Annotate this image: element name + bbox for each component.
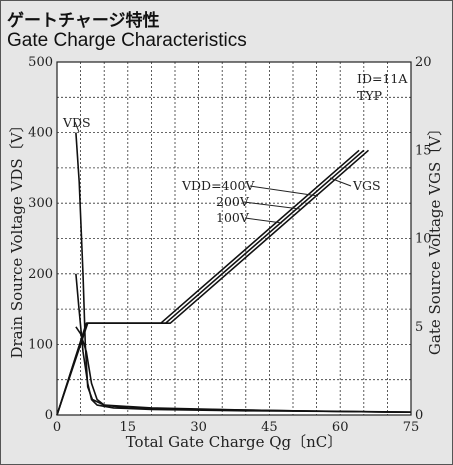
grid-lines	[57, 62, 411, 415]
condition-typ: TYP	[357, 88, 382, 103]
y-left-tick-label: 0	[45, 408, 53, 423]
x-tick-label: 15	[120, 420, 137, 435]
series-lines	[56, 132, 412, 416]
y-left-tick-label: 100	[28, 337, 53, 352]
plot-border	[56, 61, 412, 416]
series-line-vgs-2	[56, 149, 360, 416]
vdd-100-leader	[244, 217, 283, 224]
y-right-tick-label: 15	[415, 143, 432, 158]
vdd-400-label: VDD=400V	[181, 178, 255, 193]
y-left-tick-label: 400	[28, 126, 53, 141]
y-left-tick-label: 300	[28, 196, 53, 211]
y-axis-left-label: Drain Source Voltage VDS〔V〕	[8, 117, 26, 358]
chart-title-english: Gate Charge Characteristics	[7, 30, 247, 51]
x-tick-label: 30	[190, 420, 207, 435]
vds-curve-label: VDS	[62, 115, 91, 130]
x-axis-label: Total Gate Charge Qg〔nC〕	[126, 433, 343, 451]
vgs-curve-label: VGS	[352, 178, 381, 193]
vdd-400-leader	[249, 185, 319, 197]
y-left-tick-label: 200	[28, 267, 53, 282]
vgs-leader	[329, 177, 352, 187]
x-tick-label: 60	[332, 420, 349, 435]
y-right-tick-label: 5	[415, 320, 423, 335]
vdd-200-label: 200V	[216, 194, 250, 209]
vdd-200-leader	[243, 201, 301, 210]
condition-id: ID=11A	[357, 71, 408, 86]
series-line-vds-5	[75, 326, 412, 413]
x-tick-label: 75	[403, 420, 420, 435]
y-right-tick-label: 0	[415, 408, 423, 423]
x-tick-label: 0	[53, 420, 61, 435]
chart-title-japanese: ゲートチャージ特性	[7, 11, 160, 31]
x-tick-label: 45	[261, 420, 278, 435]
vds-leader	[74, 121, 80, 133]
y-right-tick-label: 10	[415, 232, 432, 247]
vdd-100-label: 100V	[216, 210, 250, 225]
y-right-tick-label: 20	[415, 55, 432, 70]
y-axis-right-label: Gate Source Voltage VGS〔V〕	[426, 121, 444, 355]
y-left-tick-label: 500	[28, 55, 53, 70]
